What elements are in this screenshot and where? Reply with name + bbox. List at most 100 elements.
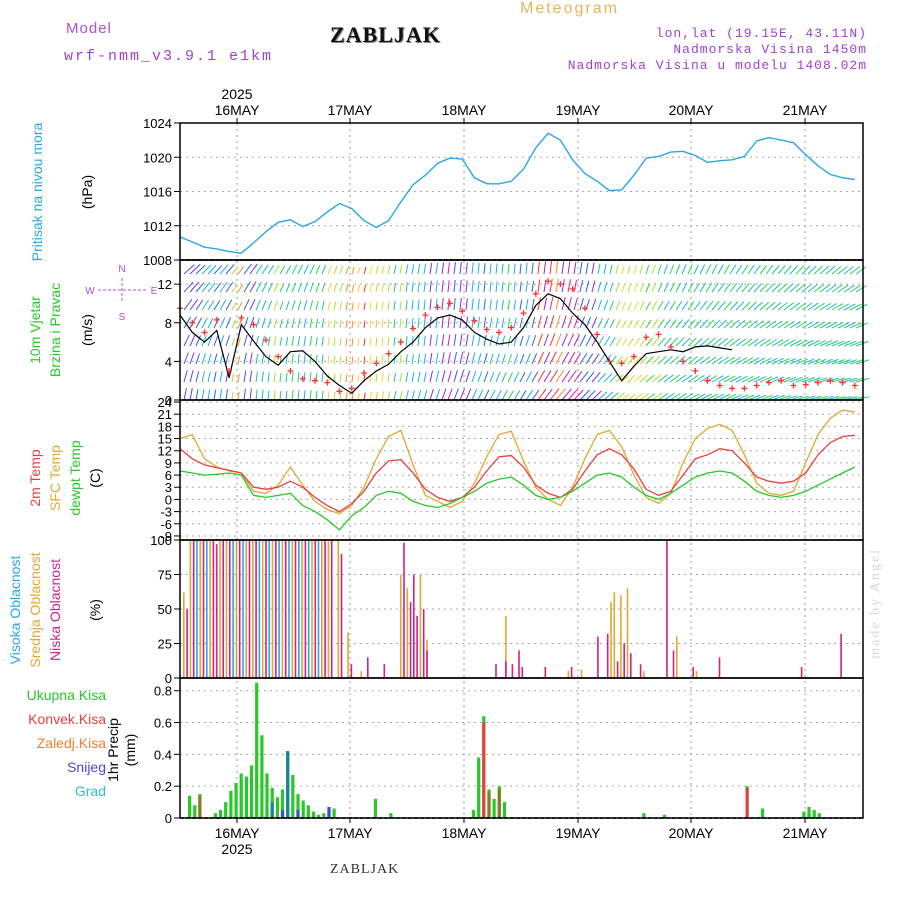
wind-barb — [591, 390, 602, 401]
y-tick-label: 9 — [165, 456, 172, 471]
wind-barb — [495, 317, 499, 329]
bottom-day-label: 18MAY — [442, 825, 488, 841]
wind-barb — [429, 334, 432, 347]
wind-barb — [711, 337, 722, 347]
low-cloud-bar — [215, 544, 218, 678]
wind-barb — [735, 301, 745, 311]
wind-barb — [801, 284, 812, 293]
wind-barb — [273, 336, 277, 347]
wind-barb — [843, 303, 856, 311]
wind-barb — [645, 301, 651, 311]
wind-barb — [759, 338, 771, 347]
wind-barb — [207, 265, 217, 275]
wind-barb — [333, 265, 338, 275]
wind-barb — [183, 264, 195, 275]
wind-gust-marker — [815, 379, 822, 386]
total-precip-bar — [234, 783, 238, 818]
wind-barb — [381, 283, 385, 293]
wind-gust-marker — [704, 377, 711, 384]
wind-barb — [303, 336, 306, 347]
wind-barb — [453, 316, 456, 329]
wind-barb — [849, 284, 861, 293]
compass-w: W — [85, 286, 95, 297]
wind-gust-marker — [311, 377, 318, 384]
wind-barb — [453, 334, 457, 347]
wind-barb — [423, 263, 427, 275]
wind-barb — [795, 376, 809, 383]
wind-gust-marker — [226, 368, 233, 375]
high-cloud-bar — [196, 540, 198, 678]
wind-barb — [387, 373, 390, 383]
wind-barb — [537, 279, 541, 293]
wind-gust-marker — [201, 329, 208, 336]
low-cloud-bar — [630, 653, 632, 678]
wind-barb — [387, 301, 390, 311]
wind-barb — [273, 318, 278, 329]
wind-barb — [789, 376, 803, 383]
mid-cloud-bar — [189, 540, 192, 678]
wind-barb — [447, 262, 450, 275]
wind-barb — [405, 354, 408, 365]
wind-barb — [333, 319, 336, 329]
wind-barb — [753, 376, 767, 383]
wind-barb — [237, 337, 241, 347]
y-tick-label: 6 — [165, 468, 172, 483]
wind-barb — [819, 302, 831, 311]
high-cloud-bar — [232, 540, 234, 678]
wind-barb — [237, 355, 241, 365]
wind-gust-marker — [275, 353, 282, 360]
wind-barb — [537, 370, 546, 383]
wind-barb — [717, 319, 727, 329]
wind-barb — [519, 371, 526, 383]
wind-barb — [495, 371, 501, 383]
wind-barb — [591, 371, 601, 383]
wind-barb — [459, 352, 464, 365]
wind-barb — [303, 264, 309, 275]
wind-barb — [843, 340, 857, 347]
wind-barb — [441, 316, 444, 329]
wind-barb — [771, 339, 784, 347]
wind-barb — [573, 298, 578, 311]
low-cloud-bar — [248, 540, 251, 678]
compass-cross — [98, 278, 146, 302]
wind-barb — [759, 301, 770, 311]
wind-barb — [513, 353, 519, 365]
mid-cloud-bar — [613, 592, 616, 678]
top-day-label: 18MAY — [442, 102, 488, 118]
wind-barb — [321, 390, 324, 401]
wind-barb — [321, 336, 324, 347]
wind-gust-marker — [532, 290, 539, 297]
wind-barb — [723, 282, 732, 293]
top-day-label: 21MAY — [783, 102, 829, 118]
wind-barb — [675, 282, 682, 293]
wind-barb — [387, 337, 390, 347]
wind-barb — [651, 264, 656, 275]
wind-gust-marker — [839, 379, 846, 386]
wind-barb — [585, 371, 595, 383]
pressure-ylabel: Pritisak na nivou mora — [29, 123, 45, 262]
wind-gust-marker — [618, 360, 625, 367]
low-cloud-bar — [238, 540, 241, 678]
wind-barb — [303, 354, 306, 365]
wind-barb — [387, 391, 391, 401]
wind-barb — [735, 338, 747, 347]
wind-barb — [195, 282, 205, 293]
wind-barb — [267, 318, 272, 329]
wind-barb — [423, 389, 428, 401]
wind-gust-marker — [459, 308, 466, 315]
wind-barb — [375, 301, 378, 311]
wind-barb — [207, 300, 215, 311]
wind-barb — [213, 353, 218, 365]
wind-barb — [357, 356, 360, 365]
low-cloud-bar — [518, 650, 520, 678]
wind-barb — [459, 280, 462, 293]
wind-barb — [189, 370, 194, 383]
wind-barb — [783, 320, 795, 329]
wind-barb — [411, 372, 415, 383]
wind-barb — [237, 284, 244, 293]
wind-barb — [717, 300, 726, 311]
wind-barb — [489, 353, 494, 365]
wind-barb — [555, 333, 562, 347]
bottom-day-label: 19MAY — [556, 825, 602, 841]
wind-barb — [567, 351, 576, 365]
